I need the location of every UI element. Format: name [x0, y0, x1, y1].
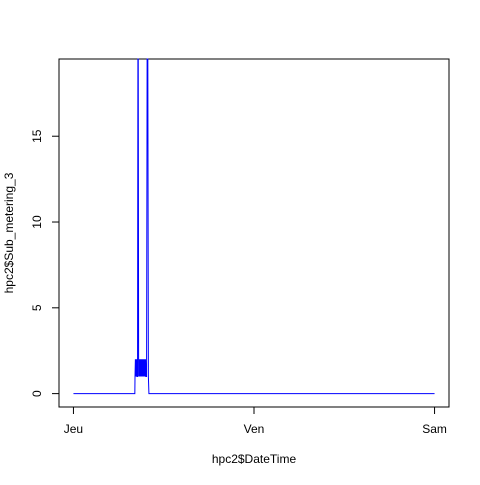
y-tick-label: 5 — [30, 304, 44, 311]
series-line — [73, 58, 435, 395]
y-axis-label: hpc2$Sub_metering_3 — [2, 172, 16, 293]
y-tick-label: 15 — [30, 129, 44, 143]
plot-frame — [58, 58, 450, 408]
y-axis: 0 5 10 15 — [30, 129, 60, 397]
x-axis: Jeu Ven Sam — [64, 406, 447, 436]
x-axis-label: hpc2$DateTime — [212, 452, 297, 466]
y-tick-label: 10 — [30, 215, 44, 229]
x-tick-label: Sam — [422, 422, 447, 436]
y-tick-label: 0 — [30, 390, 44, 397]
x-tick-label: Ven — [244, 422, 265, 436]
x-tick-label: Jeu — [64, 422, 83, 436]
series-layer — [73, 58, 435, 395]
